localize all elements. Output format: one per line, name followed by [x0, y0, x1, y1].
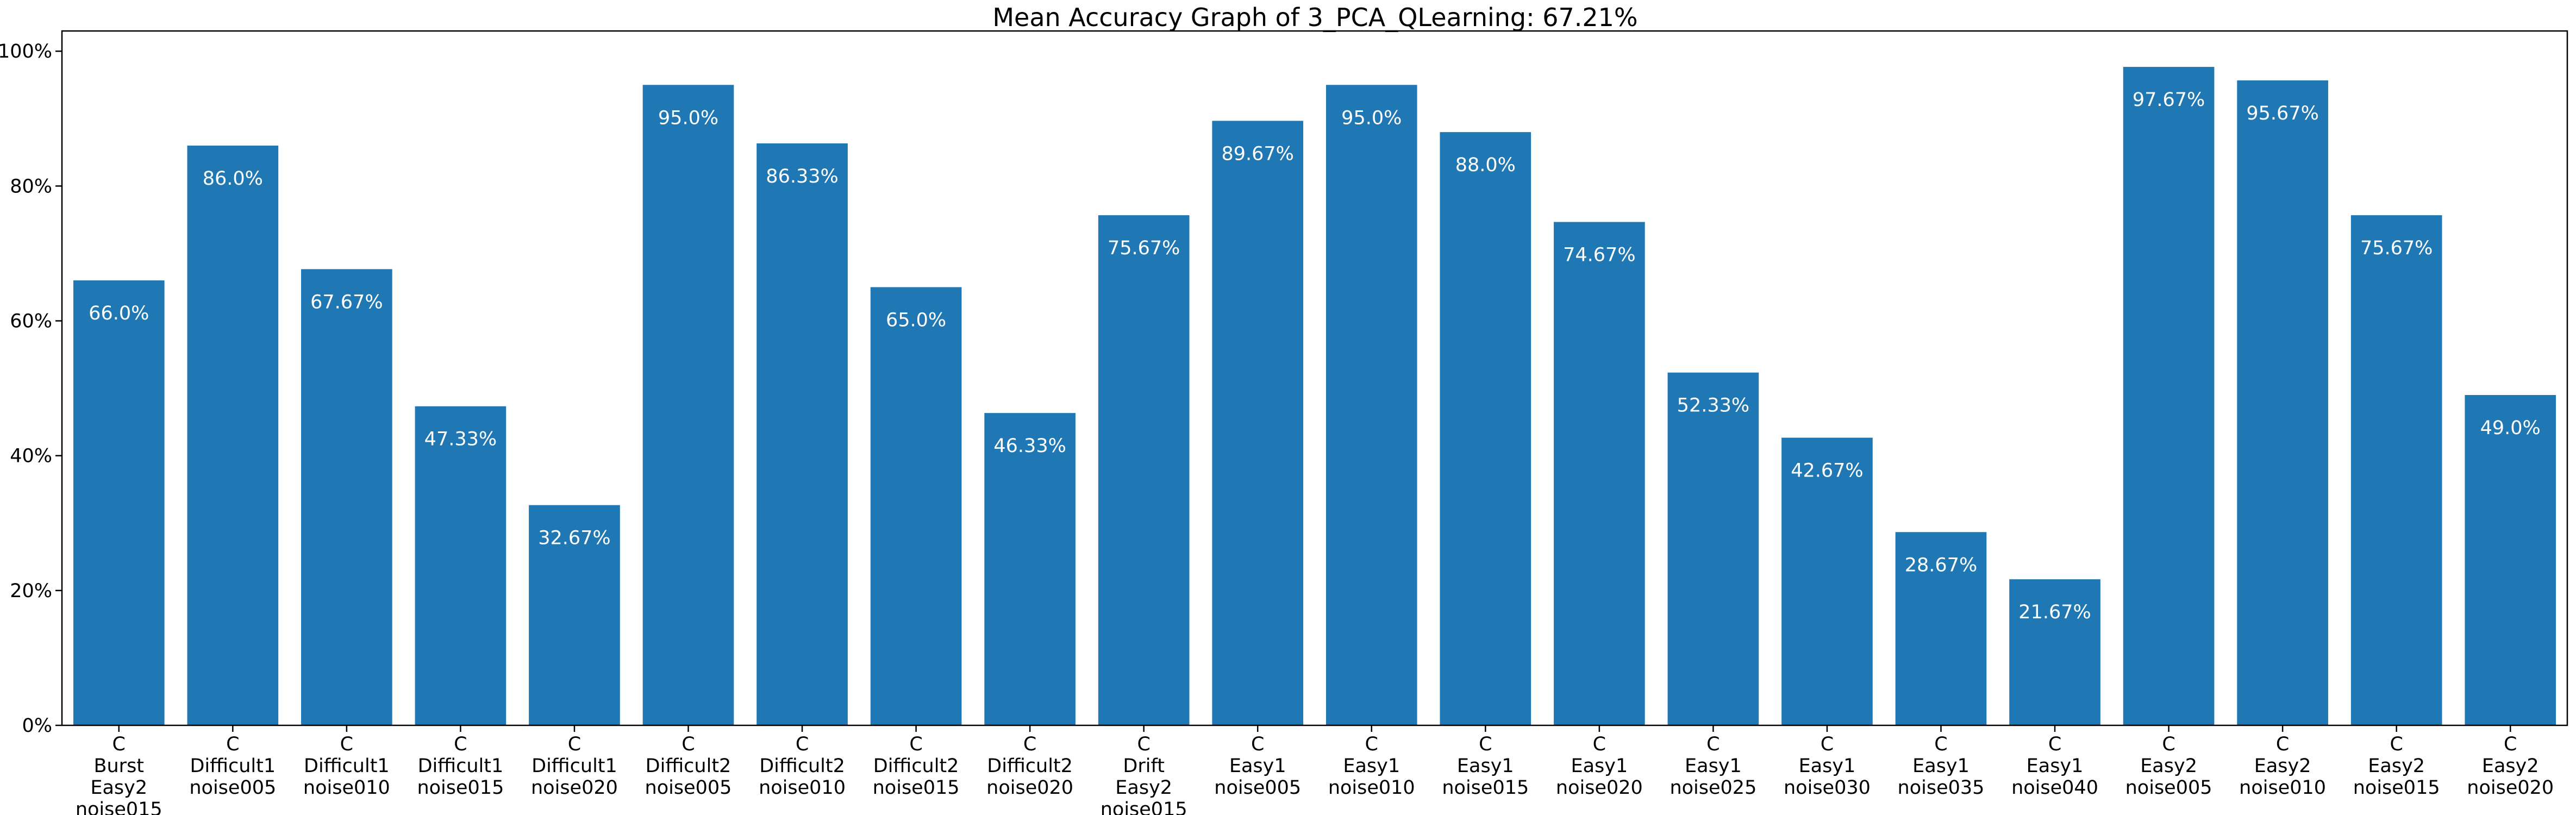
value-labels: 66.0% 86.0% 67.67% 47.33% 32.67% 95.0% 86.33% 6… — [89, 89, 2541, 623]
bar-value-label: 46.33% — [993, 435, 1066, 457]
bar — [1895, 532, 1987, 725]
bar — [529, 505, 620, 725]
bar-value-label: 75.67% — [1108, 237, 1180, 259]
y-tick-label: 60% — [10, 311, 52, 333]
x-tick-label: C Easy1 noise025 — [1670, 734, 1756, 799]
x-tick-label: C Drift Easy2 noise015 — [1101, 734, 1187, 815]
x-tick-label: C Easy1 noise035 — [1898, 734, 1985, 799]
bar-value-label: 89.67% — [1221, 143, 1293, 165]
x-tick-label: C Difficult1 noise010 — [303, 734, 390, 799]
y-tick-label: 40% — [10, 446, 52, 467]
x-tick-label: C Easy1 noise015 — [1442, 734, 1529, 799]
bar-value-label: 97.67% — [2133, 89, 2205, 111]
x-tick-label: C Easy2 noise005 — [2125, 734, 2212, 799]
bar-value-label: 66.0% — [89, 303, 149, 324]
x-tick-label: C Easy1 noise010 — [1328, 734, 1415, 799]
x-tick-label: C Difficult2 noise020 — [986, 734, 1073, 799]
x-tick-label: C Difficult1 noise005 — [189, 734, 276, 799]
bar-value-label: 86.33% — [766, 166, 838, 187]
x-tick-label: C Easy2 noise020 — [2467, 734, 2554, 799]
plot-frame — [61, 30, 2568, 726]
bar — [756, 143, 848, 726]
bar-value-label: 65.0% — [886, 309, 946, 331]
bar — [301, 269, 392, 725]
bar-value-label: 52.33% — [1677, 395, 1749, 417]
bar-value-label: 28.67% — [1905, 554, 1977, 576]
bar — [1781, 437, 1873, 725]
x-tick-label: C Easy2 noise010 — [2239, 734, 2326, 799]
bar-value-label: 74.67% — [1563, 244, 1635, 266]
bar-value-label: 67.67% — [310, 291, 383, 313]
x-tick-label: C Difficult2 noise010 — [759, 734, 846, 799]
bar-value-label: 75.67% — [2360, 237, 2433, 259]
x-tick-label: C Easy1 noise040 — [2011, 734, 2098, 799]
x-tick-label: C Difficult2 noise005 — [645, 734, 732, 799]
bar-value-label: 86.0% — [203, 168, 263, 190]
x-tick-label: C Burst Easy2 noise015 — [76, 734, 162, 815]
y-axis: 0% 20% 40% 60% 80% 100% — [0, 41, 62, 737]
bar-value-label: 47.33% — [424, 429, 497, 450]
x-tick-label: C Easy2 noise015 — [2353, 734, 2440, 799]
chart-title: Mean Accuracy Graph of 3_PCA_QLearning: … — [992, 3, 1637, 32]
bar — [1554, 222, 1645, 725]
bar — [73, 280, 165, 725]
bar — [415, 406, 507, 725]
bar — [2123, 67, 2215, 725]
x-tick-label: C Difficult2 noise015 — [873, 734, 960, 799]
x-tick-label: C Easy1 noise030 — [1784, 734, 1871, 799]
x-tick-label: C Difficult1 noise015 — [417, 734, 504, 799]
bar-value-label: 32.67% — [538, 528, 610, 549]
bar — [187, 145, 279, 726]
x-tick-label: C Easy1 noise005 — [1214, 734, 1301, 799]
bar-value-label: 49.0% — [2480, 417, 2541, 439]
bars — [73, 67, 2556, 726]
bar — [2350, 215, 2442, 726]
bar — [870, 287, 962, 725]
y-tick-label: 0% — [22, 715, 52, 737]
bar — [642, 85, 734, 726]
bar — [2465, 395, 2556, 725]
y-tick-label: 80% — [10, 175, 52, 197]
y-tick-label: 20% — [10, 580, 52, 602]
bar — [1325, 85, 1417, 726]
bar-value-label: 95.0% — [658, 107, 718, 129]
x-tick-label: C Easy1 noise020 — [1556, 734, 1643, 799]
bar — [984, 413, 1076, 725]
y-tick-label: 100% — [0, 41, 52, 62]
bar — [2009, 579, 2100, 725]
bar-value-label: 88.0% — [1455, 154, 1516, 176]
bar-value-label: 95.0% — [1341, 107, 1402, 129]
bar-value-label: 21.67% — [2018, 601, 2091, 623]
x-axis: C Burst Easy2 noise015 C Difficult1 noise005 C D… — [76, 725, 2554, 815]
bar-value-label: 42.67% — [1791, 460, 1863, 482]
bar-value-label: 95.67% — [2246, 103, 2318, 124]
x-tick-label: C Difficult1 noise020 — [531, 734, 618, 799]
bar — [1440, 132, 1531, 726]
bar — [1098, 215, 1190, 726]
bar — [1212, 121, 1304, 726]
bar — [2237, 80, 2328, 725]
bar — [1667, 372, 1759, 725]
